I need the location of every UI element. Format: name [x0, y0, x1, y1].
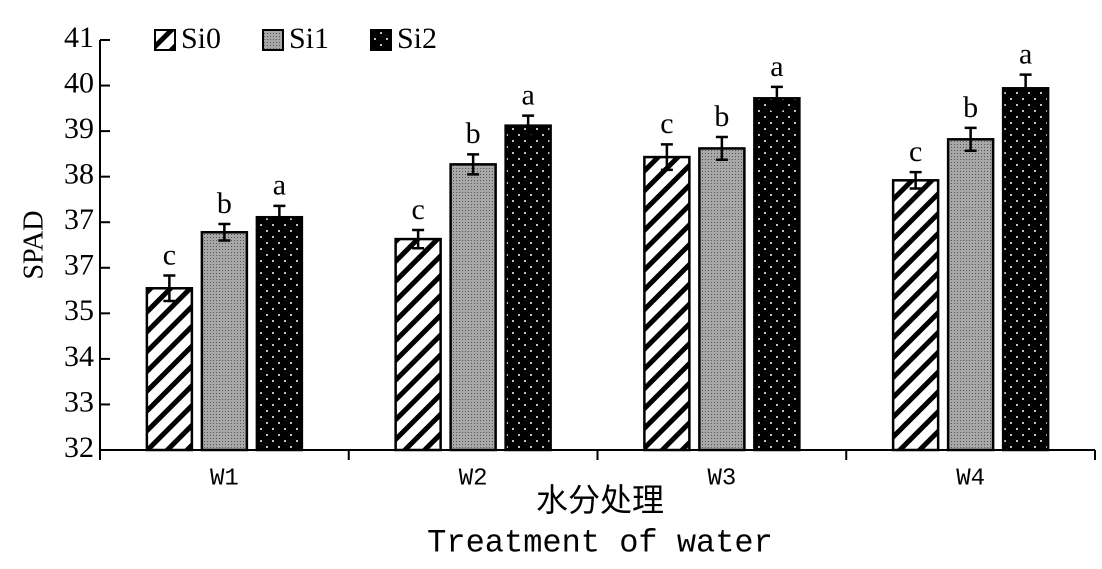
y-tick-label: 37	[64, 249, 94, 282]
significance-label: a	[521, 79, 534, 112]
legend-label: Si0	[181, 22, 221, 55]
significance-label: c	[411, 193, 424, 226]
bar	[643, 155, 691, 452]
bar	[946, 138, 995, 452]
x-tick-label: W3	[707, 465, 736, 492]
bar	[753, 97, 801, 452]
error-bar	[412, 228, 425, 250]
significance-label: c	[909, 135, 922, 168]
legend-swatch	[262, 29, 284, 51]
x-axis-label-en: Treatment of water	[427, 524, 773, 561]
error-bar	[218, 222, 231, 242]
error-bar	[1019, 73, 1032, 104]
y-tick-label: 34	[64, 340, 94, 373]
significance-label: b	[963, 91, 978, 124]
y-tick-label: 37	[64, 203, 94, 236]
significance-label: c	[163, 238, 176, 271]
legend-label: Si2	[397, 22, 437, 55]
y-tick-label: 32	[64, 431, 94, 464]
bar	[504, 124, 552, 452]
significance-label: a	[1019, 38, 1032, 71]
legend-label: Si1	[289, 22, 329, 55]
legend-swatch	[370, 29, 392, 51]
bar	[1001, 87, 1050, 452]
error-bar	[660, 143, 673, 172]
bar	[449, 163, 497, 452]
bar	[255, 215, 304, 452]
significance-label: b	[466, 117, 481, 150]
error-bar	[467, 153, 480, 176]
bar	[145, 287, 194, 452]
legend-swatch	[154, 29, 176, 51]
error-bar	[909, 170, 922, 190]
bar	[698, 147, 746, 452]
significance-label: c	[660, 107, 673, 140]
y-axis-label: SPAD	[18, 210, 49, 279]
error-bar	[522, 114, 535, 137]
error-bar	[770, 85, 783, 111]
error-bar	[273, 204, 286, 230]
bar	[891, 179, 940, 452]
significance-label: b	[714, 100, 729, 133]
y-tick-label: 35	[64, 294, 94, 327]
y-tick-label: 33	[64, 385, 94, 418]
significance-label: a	[770, 50, 783, 83]
error-bar	[715, 135, 728, 162]
x-tick-label: W1	[210, 465, 239, 492]
y-tick-label: 39	[64, 112, 94, 145]
y-tick-label: 38	[64, 158, 94, 191]
error-bar	[163, 274, 176, 303]
significance-label: a	[273, 169, 286, 202]
y-tick-label: 40	[64, 66, 94, 99]
y-tick-label: 41	[64, 21, 94, 54]
x-axis-label: 水分处理	[536, 481, 664, 519]
x-tick-label: W4	[956, 465, 985, 492]
bar	[200, 230, 249, 452]
x-tick-label: W2	[459, 465, 488, 492]
bar	[394, 237, 442, 452]
error-bar	[964, 126, 977, 152]
significance-label: b	[217, 187, 232, 220]
